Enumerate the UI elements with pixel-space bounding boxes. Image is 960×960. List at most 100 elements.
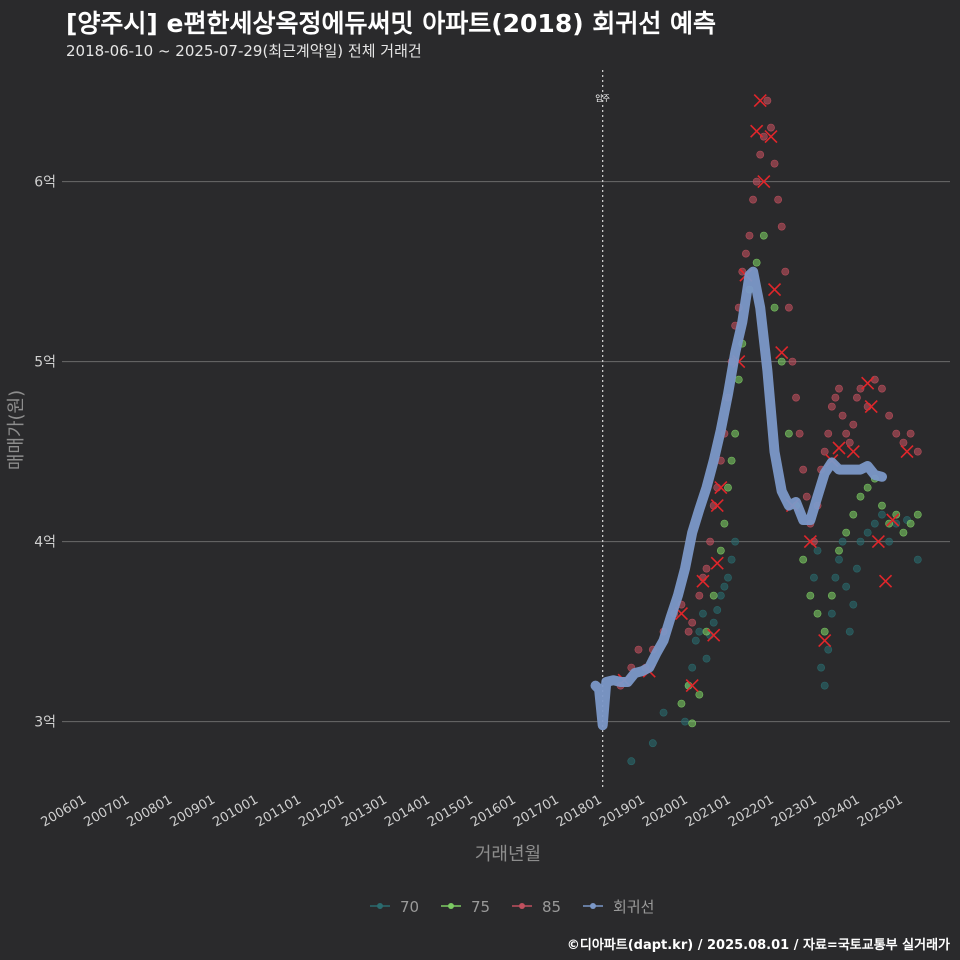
data-point-85 (885, 411, 894, 420)
marked-trade (764, 130, 778, 144)
data-point-70 (863, 528, 872, 537)
legend-label: 75 (471, 898, 490, 916)
legend: 70 75 85 회귀선 (370, 898, 654, 916)
x-tick-label: 201001 (210, 792, 260, 830)
data-point-70 (713, 606, 722, 614)
x-tick-label: 202001 (640, 792, 690, 830)
data-point-75 (806, 591, 815, 600)
move-in-line: 입주 (595, 70, 610, 790)
legend-item-2: 75 (441, 898, 490, 916)
legend-label: 85 (542, 898, 561, 916)
data-point-70 (648, 739, 657, 748)
data-point-85 (788, 357, 797, 366)
x-tick-label: 201701 (511, 792, 561, 830)
data-point-70 (727, 555, 736, 564)
data-point-70 (913, 555, 922, 564)
data-point-85 (781, 267, 790, 276)
data-point-75 (709, 591, 718, 600)
data-point-70 (842, 582, 851, 591)
data-point-70 (716, 591, 725, 600)
data-point-70 (702, 654, 711, 663)
regression-path (590, 266, 887, 731)
marked-trade (757, 175, 771, 189)
data-point-75 (688, 719, 697, 728)
marked-trade (846, 445, 860, 459)
data-point-75 (734, 375, 743, 384)
marked-trade (878, 574, 893, 588)
x-tick-label: 202201 (726, 792, 776, 830)
marked-trade (832, 441, 846, 455)
data-point-70 (870, 519, 879, 528)
data-point-85 (742, 249, 750, 258)
data-point-75 (892, 510, 901, 519)
data-point-85 (695, 591, 704, 600)
marked-trade (886, 513, 900, 527)
legend-label: 70 (400, 898, 419, 916)
data-point-85 (688, 618, 697, 627)
move-in-label: 입주 (595, 94, 610, 103)
data-point-85 (752, 177, 761, 186)
data-point-75 (899, 528, 908, 537)
data-point-85 (759, 132, 768, 141)
data-point-85 (906, 429, 915, 438)
data-point-85 (913, 447, 922, 456)
data-point-75 (799, 555, 808, 564)
data-point-85 (849, 420, 858, 429)
data-point-75 (716, 546, 725, 555)
data-point-85 (799, 465, 808, 474)
data-point-70 (827, 609, 836, 618)
y-tick-labels: 3억 4억 5억 6억 (34, 175, 56, 731)
credit-text: ©디아파트(dapt.kr) / 2025.08.01 / 자료=국토교통부 실… (566, 938, 950, 953)
data-point-70 (724, 573, 732, 582)
data-point-75 (842, 528, 851, 537)
marked-trade (803, 535, 817, 549)
data-point-70 (699, 609, 707, 618)
data-point-70 (720, 582, 729, 591)
data-point-85 (831, 393, 840, 402)
x-tick-label: 201101 (253, 792, 303, 830)
marked-trade (767, 283, 782, 297)
marked-trade (861, 376, 875, 390)
data-point-85 (842, 429, 851, 438)
data-point-75 (720, 519, 729, 528)
data-point-75 (906, 519, 915, 528)
data-point-75 (677, 699, 686, 708)
x-tick-label: 200601 (39, 792, 89, 830)
legend-label: 회귀선 (613, 898, 654, 916)
data-point-70 (817, 663, 825, 672)
marked-trade (871, 535, 885, 549)
data-point-75 (695, 690, 704, 699)
data-point-75 (724, 483, 732, 492)
data-point-70 (835, 555, 843, 564)
data-point-85 (878, 384, 886, 393)
data-point-70 (688, 663, 697, 672)
data-point-75 (849, 510, 858, 519)
regression-line (590, 266, 887, 731)
data-point-85 (749, 195, 757, 204)
data-point-85 (784, 303, 793, 312)
marked-trade (710, 499, 724, 513)
data-point-85 (706, 537, 714, 546)
data-point-85 (634, 645, 643, 654)
x-tick-label: 202501 (855, 792, 905, 830)
data-point-70 (820, 681, 829, 690)
x-tick-label: 201501 (425, 792, 475, 830)
data-point-70 (709, 618, 718, 627)
y-tick-label: 3억 (34, 715, 56, 731)
marked-trade (685, 679, 699, 693)
marked-trade (714, 481, 728, 495)
marked-trade (900, 445, 914, 459)
data-point-75 (913, 510, 922, 519)
legend-item-4: 회귀선 (583, 898, 654, 916)
data-point-85 (767, 123, 775, 132)
x-tick-label: 202101 (683, 792, 733, 830)
x-tick-label: 200701 (82, 792, 132, 830)
data-point-75 (878, 501, 886, 510)
data-point-85 (824, 429, 833, 438)
data-point-85 (770, 159, 779, 168)
data-point-85 (702, 564, 711, 573)
chart-subtitle: 2018-06-10 ~ 2025-07-29(최근계약일) 전체 거래건 (66, 42, 422, 60)
data-point-70 (831, 573, 840, 582)
data-point-70 (856, 537, 865, 546)
data-point-75 (777, 357, 786, 366)
